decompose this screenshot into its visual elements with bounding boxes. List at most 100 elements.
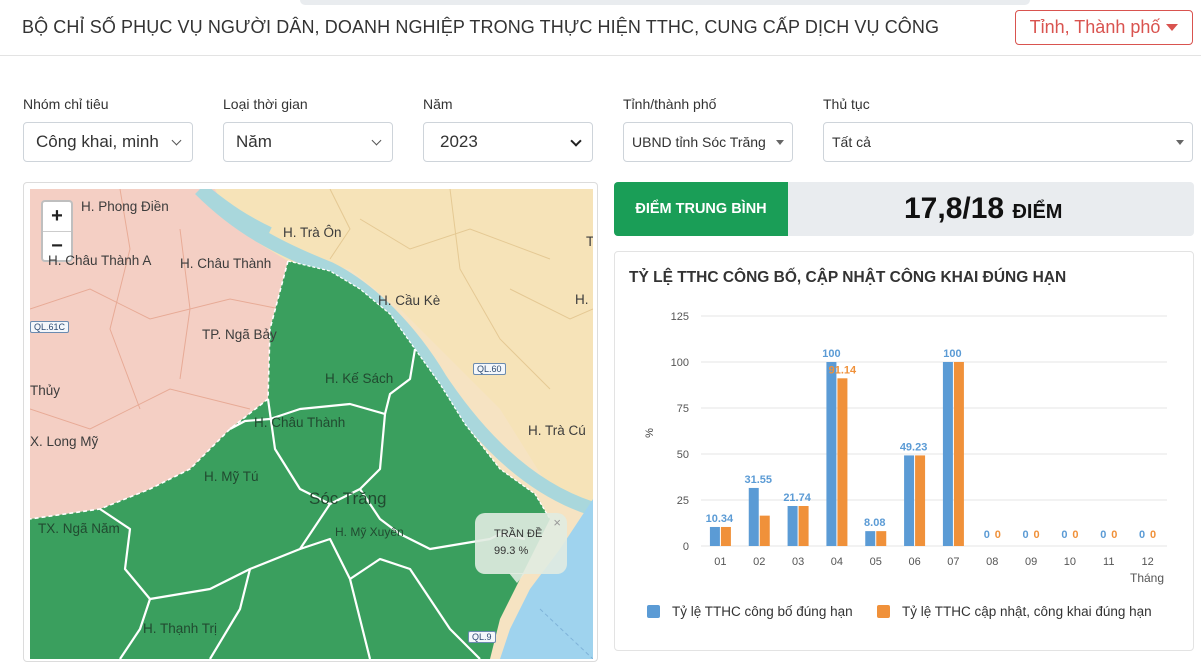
data-label: 0: [1100, 529, 1106, 541]
bar-published: [748, 487, 759, 546]
x-tick-label: 11: [1103, 556, 1114, 568]
bar-published: [904, 455, 915, 546]
procedure-label: Thủ tục: [823, 96, 870, 112]
page-title: BỘ CHỈ SỐ PHỤC VỤ NGƯỜI DÂN, DOANH NGHIỆ…: [22, 17, 940, 37]
road-sign: QL.9: [468, 631, 496, 643]
province-value: UBND tỉnh Sóc Trăng: [632, 134, 766, 150]
top-bar: BỘ CHỈ SỐ PHỤC VỤ NGƯỜI DÂN, DOANH NGHIỆ…: [0, 0, 1201, 56]
procedure-value: Tất cả: [832, 134, 871, 150]
bar-published: [826, 362, 837, 546]
data-label: 49.23: [900, 441, 928, 453]
bar-published: [787, 505, 798, 546]
road-sign: QL.60: [473, 363, 506, 375]
bar-updated: [876, 531, 887, 546]
procedure-select[interactable]: Tất cả: [823, 122, 1193, 162]
bar-updated: [798, 505, 809, 546]
year-select[interactable]: 2023: [423, 122, 593, 162]
zoom-out-button[interactable]: −: [43, 231, 71, 260]
caret-down-icon: [1166, 24, 1179, 31]
year-label: Năm: [423, 96, 453, 112]
chart-title: TỶ LỆ TTHC CÔNG BỐ, CẬP NHẬT CÔNG KHAI Đ…: [629, 269, 1067, 286]
time-type-select[interactable]: Năm: [223, 122, 393, 162]
x-tick-label: 02: [753, 556, 765, 568]
y-tick-label: 125: [671, 311, 689, 323]
triangle-down-icon: [1176, 140, 1184, 145]
road-sign: QL.61C: [30, 321, 70, 333]
scroll-track: [300, 0, 1030, 5]
data-label: 0: [1072, 529, 1078, 541]
chart-card: TỶ LỆ TTHC CÔNG BỐ, CẬP NHẬT CÔNG KHAI Đ…: [614, 251, 1194, 651]
data-label: 21.74: [783, 492, 811, 504]
map-label: H. Mỹ Xuyên: [335, 525, 404, 539]
map-label: TX. Ngã Năm: [38, 521, 120, 536]
indicator-group-label: Nhóm chỉ tiêu: [23, 96, 109, 112]
data-label: 100: [943, 348, 961, 360]
x-tick-label: 08: [986, 556, 998, 568]
time-type-label: Loại thời gian: [223, 96, 308, 112]
average-score-value: 17,8/18 ĐIỂM: [904, 192, 1062, 226]
map-popup: TRẦN ĐỀ 99.3 % ×: [475, 513, 567, 574]
map-label: H.: [575, 292, 589, 307]
y-tick-label: 25: [677, 495, 689, 507]
map-label: TP. Ngã Bảy: [202, 327, 277, 342]
data-label: 0: [995, 529, 1001, 541]
y-tick-label: 0: [683, 541, 689, 553]
x-tick-label: 05: [870, 556, 882, 568]
legend-swatch-blue: [647, 605, 660, 618]
average-score-card: ĐIỂM TRUNG BÌNH 17,8/18 ĐIỂM: [614, 182, 1194, 236]
y-tick-label: 50: [677, 449, 689, 461]
data-label: 31.55: [744, 474, 772, 486]
close-icon[interactable]: ×: [553, 515, 561, 530]
x-tick-label: 12: [1141, 556, 1153, 568]
bar-published: [865, 531, 876, 546]
province-select[interactable]: UBND tỉnh Sóc Trăng: [623, 122, 793, 162]
map-label: Sóc Trăng: [309, 489, 387, 508]
data-label: 0: [1034, 529, 1040, 541]
popup-district-name: TRẦN ĐỀ: [494, 528, 543, 540]
map-label: Thủy: [30, 383, 61, 398]
map-label: H. Châu Thành: [254, 415, 346, 430]
x-tick-label: 07: [947, 556, 959, 568]
chevron-down-icon: [570, 135, 582, 147]
popup-value: 99.3 %: [494, 545, 529, 557]
bar-updated: [720, 526, 731, 546]
map-label: H. Trà Ôn: [283, 225, 342, 240]
data-label: 10.34: [706, 513, 734, 525]
legend-swatch-orange: [877, 605, 890, 618]
data-label: 0: [984, 529, 990, 541]
indicator-group-select[interactable]: Công khai, minh: [23, 122, 193, 162]
x-tick-label: 01: [714, 556, 726, 568]
bar-updated: [837, 378, 848, 546]
legend-item-published[interactable]: Tỷ lệ TTHC công bố đúng hạn: [647, 604, 853, 619]
x-tick-label: 10: [1064, 556, 1076, 568]
data-label: 0: [1139, 529, 1145, 541]
time-type-value: Năm: [236, 132, 272, 151]
bar-published: [942, 362, 953, 546]
map-label: X. Long Mỹ: [30, 434, 99, 449]
map-card: + − H. Phong Điền H. Trà Ôn H. Châu Thàn…: [23, 182, 598, 662]
map-label: H. Mỹ Tú: [204, 469, 259, 484]
chevron-down-icon: [371, 135, 382, 146]
data-label: 100: [822, 348, 840, 360]
bar-updated: [915, 455, 926, 546]
legend-label: Tỷ lệ TTHC cập nhật, công khai đúng hạn: [902, 604, 1152, 619]
data-label: 91.14: [829, 364, 857, 376]
map-label: H. Thạnh Trị: [143, 621, 218, 636]
legend-item-updated[interactable]: Tỷ lệ TTHC cập nhật, công khai đúng hạn: [877, 604, 1152, 619]
data-label: 0: [1061, 529, 1067, 541]
indicator-group-value: Công khai, minh: [36, 132, 159, 151]
map-label: H. Phong Điền: [81, 199, 169, 214]
bar-chart: 0255075100125%0110.340231.550321.7404100…: [644, 311, 1167, 585]
x-axis-label: Tháng: [1130, 571, 1164, 585]
map-view[interactable]: + − H. Phong Điền H. Trà Ôn H. Châu Thàn…: [30, 189, 593, 659]
data-label: 0: [1023, 529, 1029, 541]
x-tick-label: 04: [831, 556, 843, 568]
y-axis-label: %: [644, 428, 656, 438]
y-tick-label: 75: [677, 403, 689, 415]
x-tick-label: 03: [792, 556, 804, 568]
score-unit: ĐIỂM: [1012, 201, 1063, 223]
zoom-in-button[interactable]: +: [51, 205, 63, 227]
province-dropdown-button[interactable]: Tỉnh, Thành phố: [1015, 10, 1193, 45]
bar-published: [709, 526, 720, 546]
bar-updated: [759, 515, 770, 546]
